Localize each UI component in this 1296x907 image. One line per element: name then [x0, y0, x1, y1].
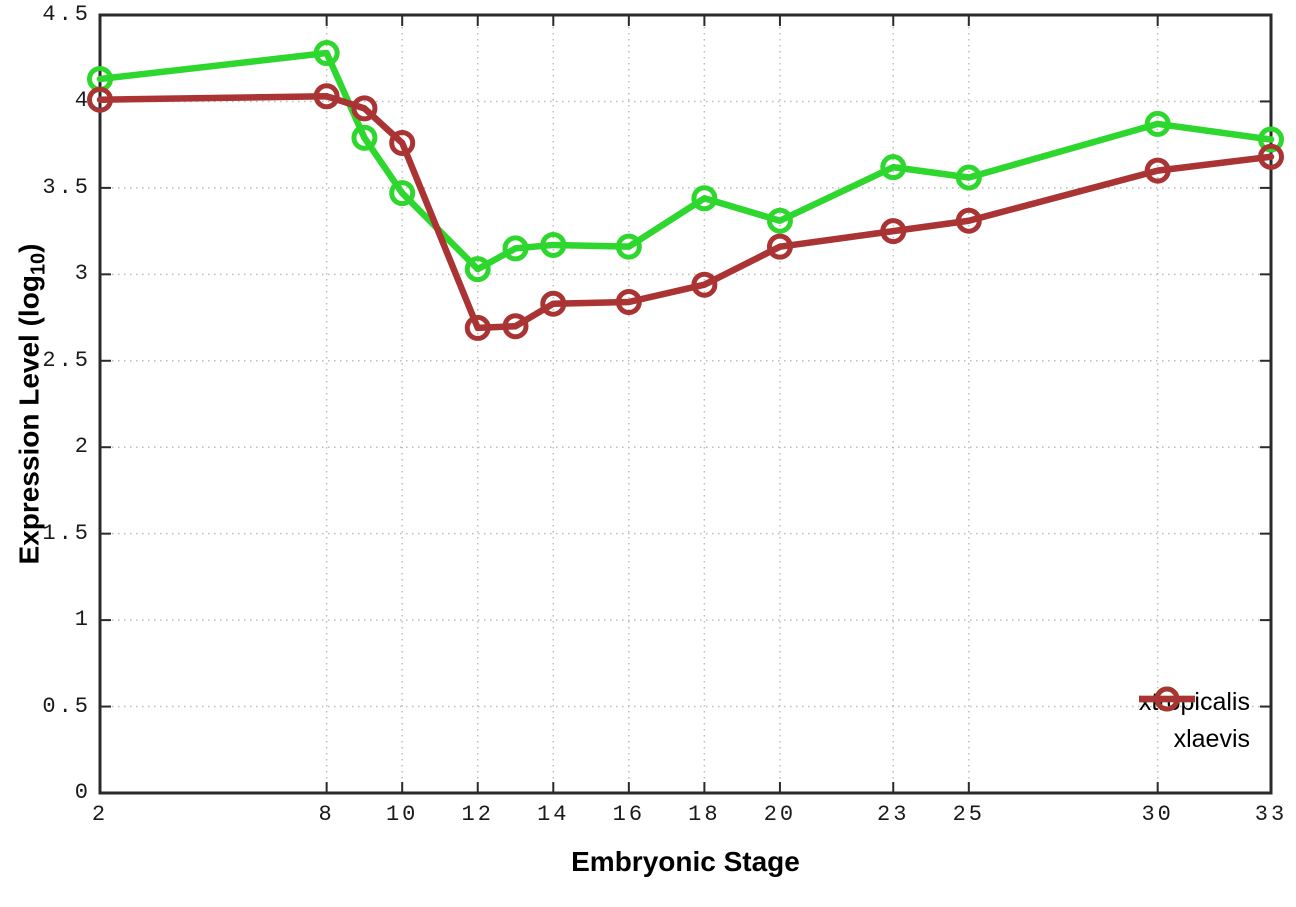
legend: xtropicalisxlaevis: [1138, 684, 1260, 758]
legend-item-xlaevis: xlaevis: [1138, 686, 1260, 758]
data-point-xlaevis: [955, 207, 982, 234]
y-tick-label: 3: [74, 261, 91, 287]
x-tick-label: 18: [688, 802, 721, 827]
data-point-xlaevis: [464, 314, 491, 341]
data-point-xlaevis: [351, 95, 378, 122]
y-tick-label: 4.5: [42, 2, 91, 27]
data-point-xtropicalis: [313, 40, 340, 67]
legend-label: xlaevis: [1173, 725, 1250, 753]
x-tick-label: 12: [461, 802, 494, 827]
x-tick-label: 16: [612, 802, 646, 827]
y-axis-title-close: ): [13, 243, 45, 253]
y-tick-label: 2.5: [42, 347, 91, 373]
data-point-xtropicalis: [389, 180, 416, 207]
plot-border: [98, 13, 1273, 795]
x-tick-label: 10: [385, 802, 419, 827]
data-point-xlaevis: [615, 288, 642, 315]
y-tick-label: 3.5: [42, 174, 91, 200]
y-tick-label: 1: [74, 607, 91, 633]
x-tick-label: 20: [763, 802, 797, 827]
data-point-xlaevis: [1144, 157, 1171, 184]
x-tick-label: 14: [537, 802, 570, 827]
series-line-xtropicalis: [96, 49, 1275, 273]
data-point-xtropicalis: [1144, 110, 1171, 137]
x-tick-label: 2: [91, 802, 109, 827]
data-point-xtropicalis: [691, 185, 718, 212]
x-tick-label: 23: [877, 802, 910, 827]
data-point-xlaevis: [1258, 143, 1284, 170]
x-tick-label: 8: [318, 802, 335, 827]
x-tick-label: 33: [1254, 802, 1288, 827]
data-point-xtropicalis: [351, 124, 378, 151]
data-point-xlaevis: [502, 313, 529, 340]
data-point-xlaevis: [880, 218, 907, 245]
data-point-xlaevis: [389, 129, 416, 156]
x-axis-title: Embryonic Stage: [571, 846, 800, 877]
data-point-xlaevis: [87, 86, 113, 113]
y-tick-label: 1.5: [42, 520, 91, 546]
data-point-xtropicalis: [615, 233, 642, 260]
x-tick-label: 25: [952, 802, 985, 827]
data-point-xtropicalis: [880, 154, 907, 181]
data-point-xtropicalis: [502, 235, 529, 262]
data-point-xtropicalis: [766, 207, 793, 234]
data-point-xtropicalis: [540, 231, 567, 258]
data-point-xlaevis: [766, 233, 793, 260]
legend-marker-icon: [1138, 686, 1195, 712]
data-point-xlaevis: [313, 83, 340, 110]
data-point-xtropicalis: [955, 164, 982, 191]
data-point-xlaevis: [540, 290, 567, 317]
y-tick-label: 0.5: [42, 693, 91, 719]
y-tick-label: 0: [74, 780, 91, 805]
data-point-xlaevis: [691, 271, 718, 298]
x-tick-label: 30: [1141, 802, 1174, 827]
y-tick-label: 2: [74, 434, 91, 460]
data-point-xtropicalis: [464, 256, 491, 283]
y-axis-title: Expression Level (log10): [14, 244, 51, 565]
y-tick-label: 4: [74, 88, 91, 114]
data-point-xtropicalis: [1258, 126, 1284, 153]
